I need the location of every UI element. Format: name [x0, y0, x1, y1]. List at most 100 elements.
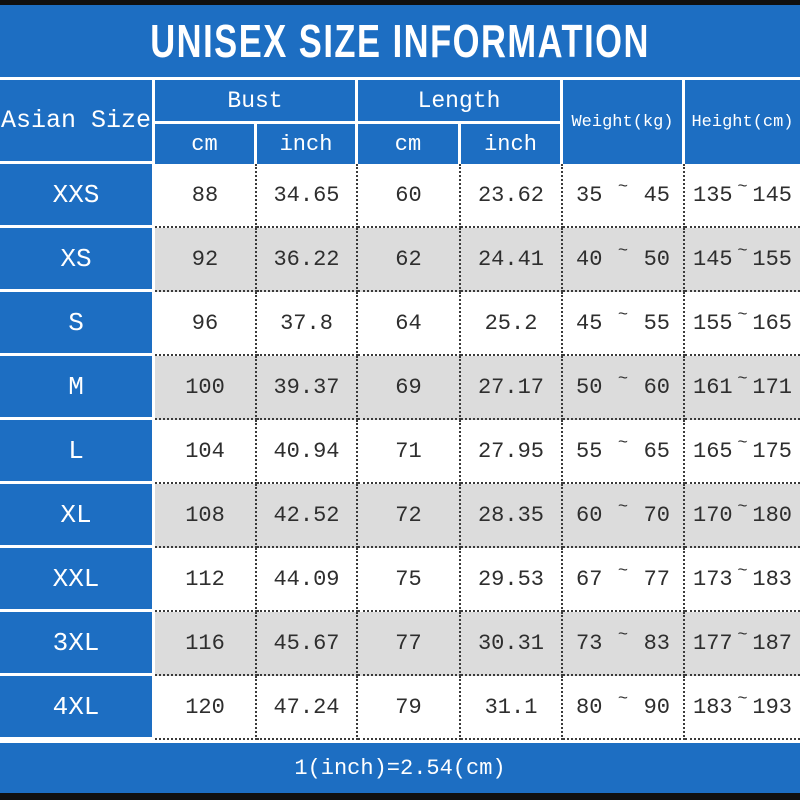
- bust-inch-value: 39.37: [257, 356, 358, 420]
- bust-inch-value: 47.24: [257, 676, 358, 740]
- height-max: 175: [752, 438, 792, 464]
- bust-inch-value: 36.22: [257, 228, 358, 292]
- tilde-symbol: ~: [617, 497, 629, 517]
- weight-min: 60: [576, 502, 603, 528]
- bust-cm-value: 116: [155, 612, 257, 676]
- height-range: 177 ~ 187: [685, 612, 800, 676]
- table-row-l: L 104 40.94 71 27.95 55 ~ 65 165 ~ 175: [0, 420, 800, 484]
- height-range: 155 ~ 165: [685, 292, 800, 356]
- height-min: 135: [693, 182, 733, 208]
- size-label: XL: [0, 484, 155, 548]
- tilde-symbol: ~: [737, 177, 748, 197]
- size-label: XS: [0, 228, 155, 292]
- bust-inch-value: 42.52: [257, 484, 358, 548]
- tilde-symbol: ~: [617, 625, 629, 645]
- weight-max: 77: [643, 566, 670, 592]
- bust-inch-value: 37.8: [257, 292, 358, 356]
- weight-range: 60 ~ 70: [563, 484, 685, 548]
- tilde-symbol: ~: [617, 689, 629, 709]
- weight-max: 55: [643, 310, 670, 336]
- table-row-s: S 96 37.8 64 25.2 45 ~ 55 155 ~ 165: [0, 292, 800, 356]
- height-range: 170 ~ 180: [685, 484, 800, 548]
- tilde-symbol: ~: [737, 497, 748, 517]
- weight-max: 45: [643, 182, 670, 208]
- conversion-note: 1(inch)=2.54(cm): [294, 755, 506, 781]
- height-range: 165 ~ 175: [685, 420, 800, 484]
- height-min: 177: [693, 630, 733, 656]
- length-inch-value: 24.41: [461, 228, 563, 292]
- weight-range: 80 ~ 90: [563, 676, 685, 740]
- bust-cm-value: 88: [155, 164, 257, 228]
- size-label: XXL: [0, 548, 155, 612]
- height-max: 187: [752, 630, 792, 656]
- weight-range: 67 ~ 77: [563, 548, 685, 612]
- bust-inch-value: 34.65: [257, 164, 358, 228]
- length-cm-value: 77: [358, 612, 461, 676]
- height-max: 183: [752, 566, 792, 592]
- weight-range: 55 ~ 65: [563, 420, 685, 484]
- tilde-symbol: ~: [737, 625, 748, 645]
- table-row-4xl: 4XL 120 47.24 79 31.1 80 ~ 90 183 ~ 193: [0, 676, 800, 740]
- length-cm-value: 64: [358, 292, 461, 356]
- length-cm-value: 60: [358, 164, 461, 228]
- table-header: Asian Size Bust Length Weight(kg) Height…: [0, 80, 800, 164]
- bust-inch-value: 44.09: [257, 548, 358, 612]
- size-label: L: [0, 420, 155, 484]
- height-max: 180: [752, 502, 792, 528]
- weight-range: 45 ~ 55: [563, 292, 685, 356]
- length-group-header: Length: [358, 80, 563, 124]
- size-label: S: [0, 292, 155, 356]
- top-black-strip: [0, 0, 800, 5]
- table-row-m: M 100 39.37 69 27.17 50 ~ 60 161 ~ 171: [0, 356, 800, 420]
- length-cm-value: 71: [358, 420, 461, 484]
- bust-inch-value: 45.67: [257, 612, 358, 676]
- bust-cm-value: 92: [155, 228, 257, 292]
- weight-min: 67: [576, 566, 603, 592]
- size-label: 4XL: [0, 676, 155, 740]
- height-min: 165: [693, 438, 733, 464]
- height-min: 155: [693, 310, 733, 336]
- height-min: 161: [693, 374, 733, 400]
- weight-min: 50: [576, 374, 603, 400]
- height-range: 161 ~ 171: [685, 356, 800, 420]
- bust-cm-value: 96: [155, 292, 257, 356]
- tilde-symbol: ~: [617, 369, 629, 389]
- tilde-symbol: ~: [737, 433, 748, 453]
- length-inch-value: 28.35: [461, 484, 563, 548]
- height-max: 165: [752, 310, 792, 336]
- weight-range: 35 ~ 45: [563, 164, 685, 228]
- weight-max: 70: [643, 502, 670, 528]
- length-inch-header: inch: [461, 124, 563, 164]
- bust-cm-header: cm: [155, 124, 257, 164]
- bottom-black-strip: [0, 793, 800, 800]
- size-label: 3XL: [0, 612, 155, 676]
- length-cm-header: cm: [358, 124, 461, 164]
- size-label: XXS: [0, 164, 155, 228]
- tilde-symbol: ~: [617, 241, 629, 261]
- height-max: 171: [752, 374, 792, 400]
- table-body: XXS 88 34.65 60 23.62 35 ~ 45 135 ~ 145 …: [0, 164, 800, 740]
- height-header: Height(cm): [685, 80, 800, 164]
- length-cm-value: 79: [358, 676, 461, 740]
- weight-max: 60: [643, 374, 670, 400]
- height-min: 170: [693, 502, 733, 528]
- height-max: 155: [752, 246, 792, 272]
- table-row-3xl: 3XL 116 45.67 77 30.31 73 ~ 83 177 ~ 187: [0, 612, 800, 676]
- weight-header: Weight(kg): [563, 80, 685, 164]
- bust-cm-value: 104: [155, 420, 257, 484]
- footer-bar: 1(inch)=2.54(cm): [0, 740, 800, 793]
- weight-min: 35: [576, 182, 603, 208]
- height-range: 135 ~ 145: [685, 164, 800, 228]
- table-row-xl: XL 108 42.52 72 28.35 60 ~ 70 170 ~ 180: [0, 484, 800, 548]
- length-cm-value: 62: [358, 228, 461, 292]
- weight-min: 45: [576, 310, 603, 336]
- bust-cm-value: 100: [155, 356, 257, 420]
- table-row-xs: XS 92 36.22 62 24.41 40 ~ 50 145 ~ 155: [0, 228, 800, 292]
- length-inch-value: 25.2: [461, 292, 563, 356]
- asian-size-header: Asian Size: [0, 80, 155, 164]
- weight-min: 73: [576, 630, 603, 656]
- table-row-xxl: XXL 112 44.09 75 29.53 67 ~ 77 173 ~ 183: [0, 548, 800, 612]
- height-range: 173 ~ 183: [685, 548, 800, 612]
- weight-range: 50 ~ 60: [563, 356, 685, 420]
